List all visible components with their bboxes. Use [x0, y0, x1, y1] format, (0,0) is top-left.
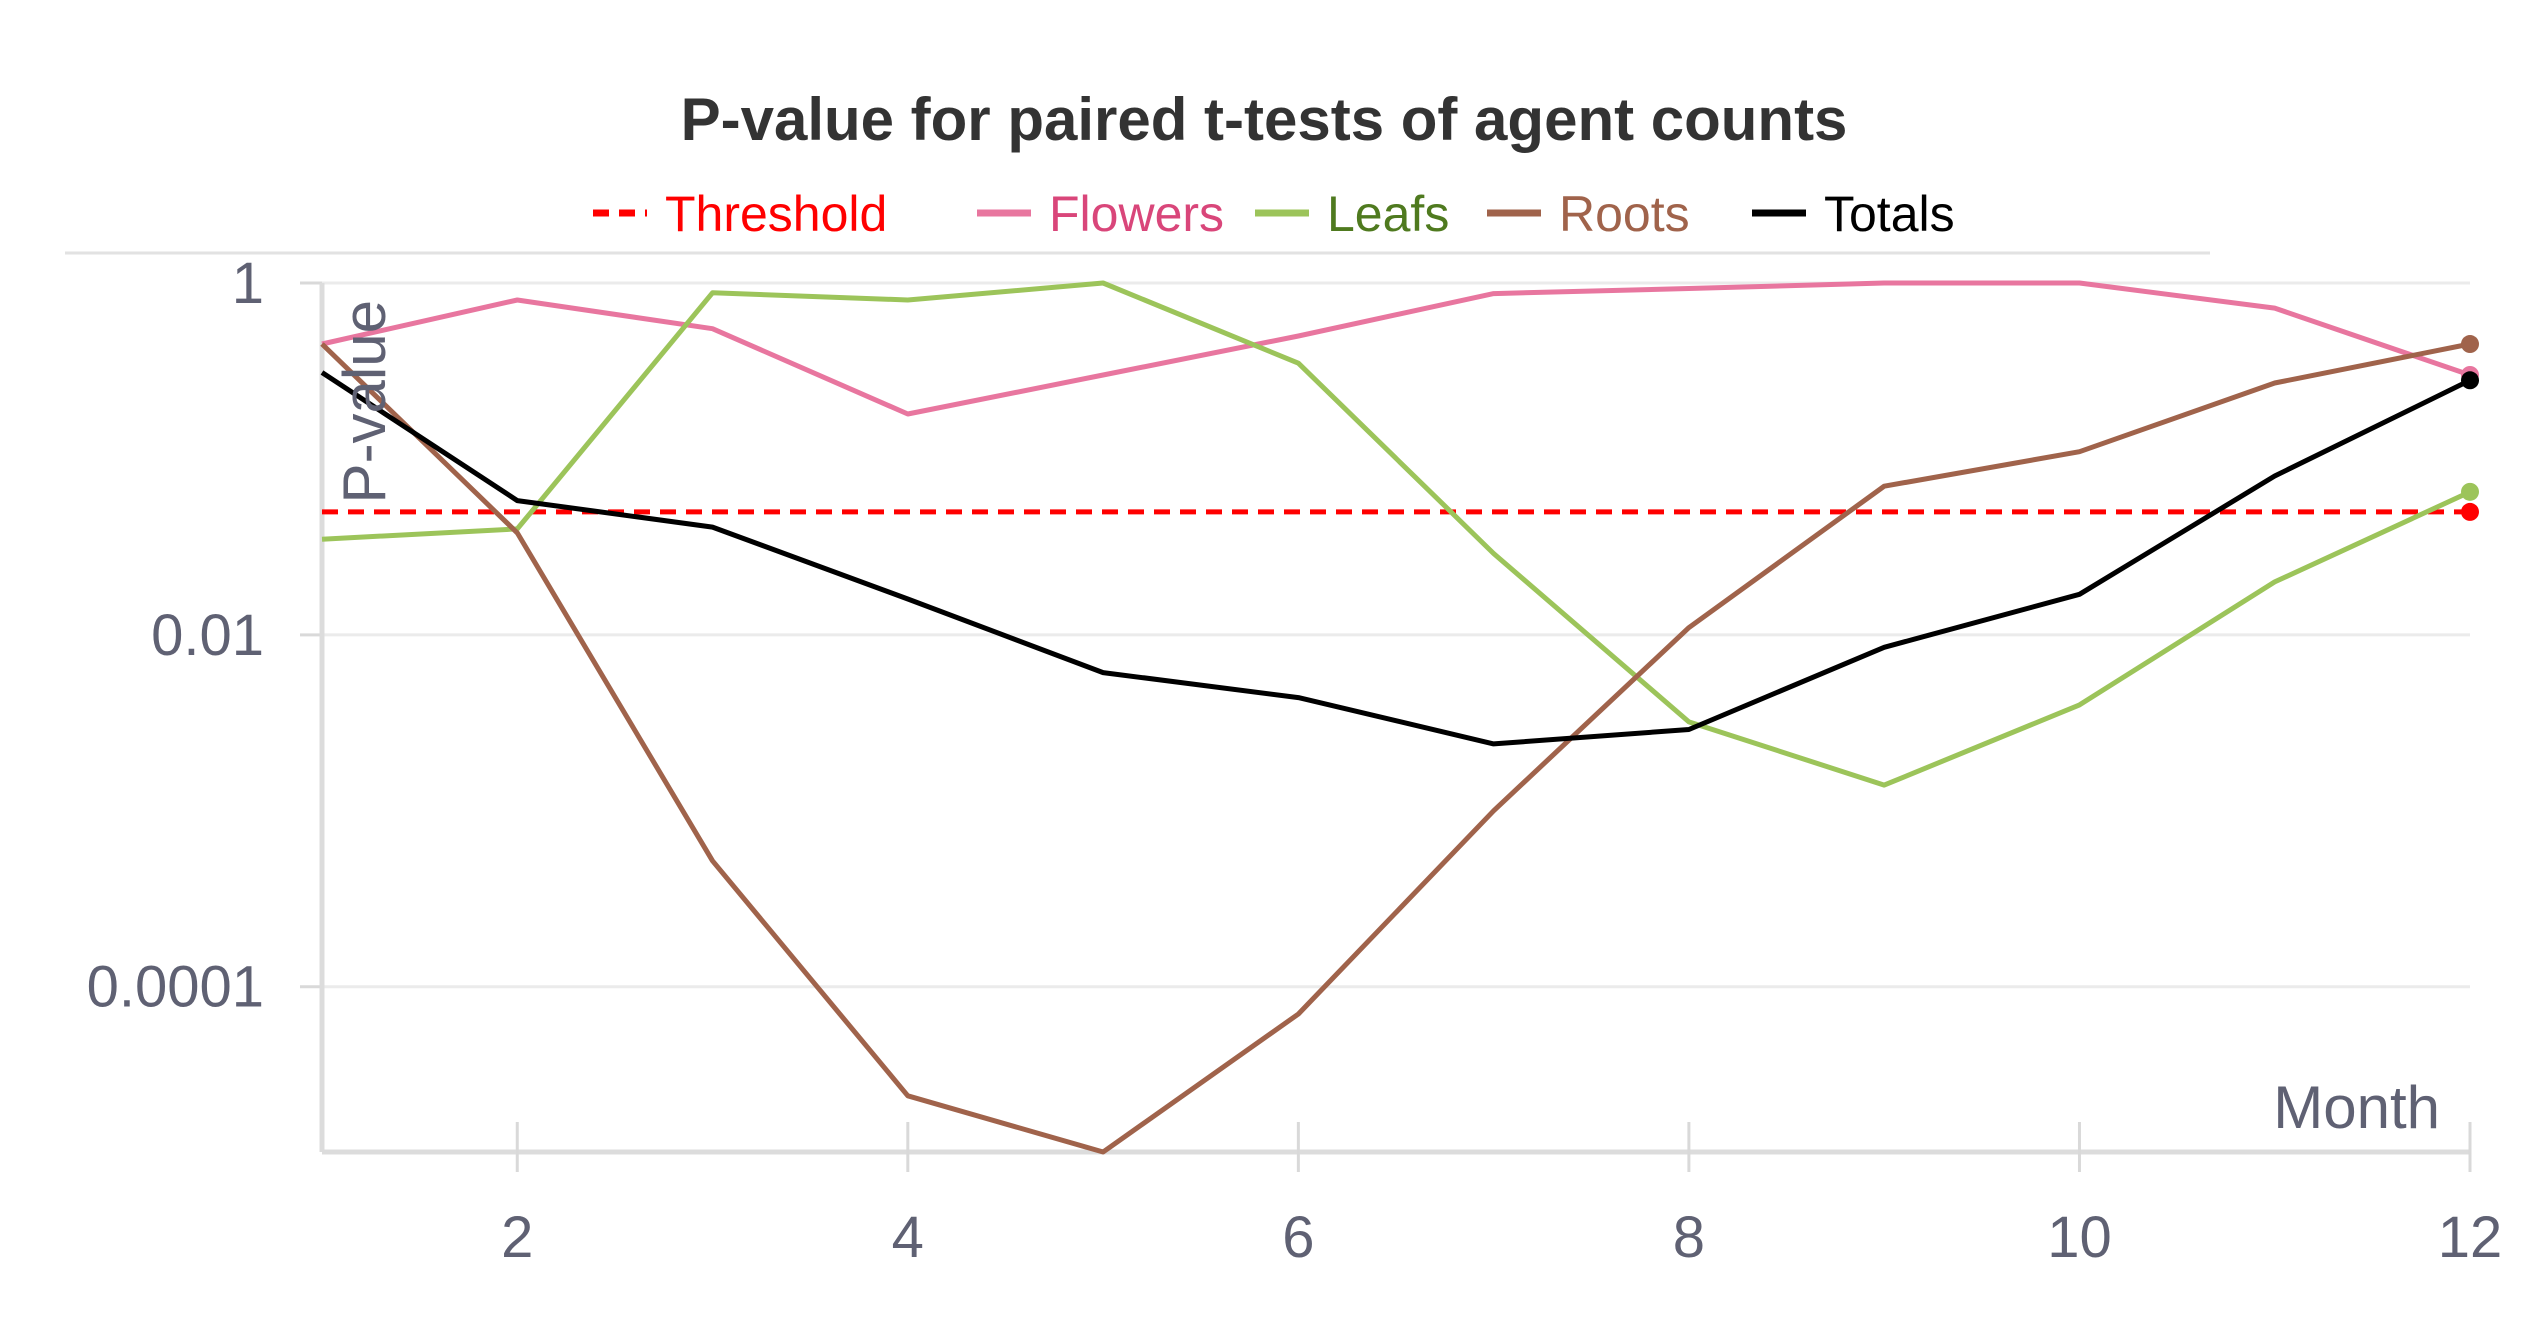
series-line-totals	[320, 370, 2472, 747]
series-line-leafs	[321, 280, 2472, 788]
x-tick-label: 4	[892, 1205, 924, 1270]
x-tick-label: 8	[1673, 1205, 1705, 1270]
x-tick-label: 10	[2047, 1205, 2112, 1270]
y-tick-label: 0.01	[151, 603, 264, 668]
series-group	[320, 280, 2479, 1155]
x-tick-label: 6	[1282, 1205, 1314, 1270]
legend-label-leafs: Leafs	[1327, 186, 1449, 242]
series-line-roots	[320, 341, 2471, 1155]
y-axis-label: P-value	[331, 300, 398, 503]
chart-title: P-value for paired t-tests of agent coun…	[681, 86, 1848, 153]
series-end-point-threshold	[2461, 502, 2479, 521]
series-end-point-roots	[2461, 335, 2479, 354]
legend-label-roots: Roots	[1559, 186, 1690, 242]
legend-label-threshold: Threshold	[665, 186, 887, 242]
legend-label-totals: Totals	[1824, 186, 1955, 242]
x-tick-label: 2	[501, 1205, 533, 1270]
x-axis-label: Month	[2273, 1074, 2440, 1141]
series-end-point-leafs	[2461, 482, 2479, 501]
series-end-point-totals	[2461, 371, 2479, 390]
series-line-flowers	[321, 280, 2471, 417]
y-tick-label: 1	[232, 251, 264, 316]
x-tick-label: 12	[2438, 1205, 2503, 1270]
legend: Threshold Flowers Leafs Roots Totals	[593, 186, 1955, 242]
y-tick-label: 0.0001	[87, 955, 264, 1020]
axes: 1 0.01 0.0001 2 4 6 8 10 12	[87, 251, 2503, 1270]
grid	[322, 281, 2470, 989]
legend-label-flowers: Flowers	[1049, 186, 1224, 242]
